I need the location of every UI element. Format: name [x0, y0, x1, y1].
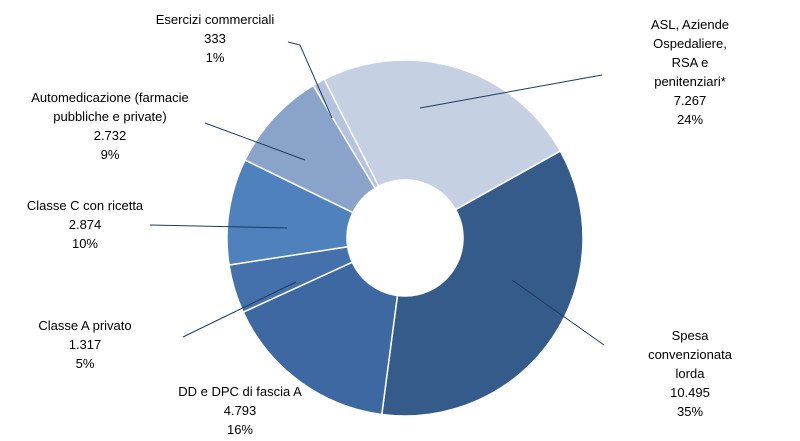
leader-line: [182, 281, 297, 338]
leader-line: [204, 122, 306, 161]
category-label: Classe A privato: [38, 318, 132, 333]
leader-line: [419, 74, 603, 109]
value-label: 10.495: [670, 385, 710, 400]
value-label: 16%: [226, 422, 254, 437]
category-label: Esercizi commerciali: [155, 12, 275, 27]
leader-line: [149, 224, 288, 229]
category-label: Spesa convenzionata lorda: [648, 328, 732, 381]
value-label: 7.267: [673, 93, 707, 108]
value-label: 2.874: [68, 217, 102, 232]
category-label: Classe C con ricetta: [26, 198, 144, 213]
slices: [226, 59, 584, 417]
value-label: 333: [204, 31, 226, 46]
value-label: 35%: [676, 404, 704, 419]
value-label: 24%: [676, 112, 704, 127]
slice-label: ASL, Aziende Ospedaliere, RSA e penitenz…: [635, 15, 745, 129]
category-label: DD e DPC di fascia A: [178, 384, 302, 399]
slice-label: Esercizi commerciali 333 1%: [156, 10, 274, 67]
category-label: ASL, Aziende Ospedaliere, RSA e penitenz…: [650, 17, 730, 89]
value-label: 4.793: [223, 403, 257, 418]
slice-label: Classe C con ricetta 2.874 10%: [27, 196, 143, 253]
leader-line: [511, 279, 605, 346]
value-label: 1%: [205, 50, 225, 65]
value-label: 5%: [75, 356, 95, 371]
slice-label: Classe A privato 1.317 5%: [38, 316, 131, 373]
value-label: 10%: [71, 236, 99, 251]
slice: [242, 261, 399, 416]
category-label: Automedicazione (farmacie pubbliche e pr…: [31, 90, 189, 124]
slice: [380, 150, 584, 417]
value-label: 9%: [100, 147, 120, 162]
slice: [323, 59, 562, 211]
value-label: 1.317: [68, 337, 102, 352]
slice-label: DD e DPC di fascia A 4.793 16%: [178, 382, 302, 439]
leader-line: [287, 41, 333, 119]
value-label: 2.732: [93, 128, 127, 143]
slice-label: Automedicazione (farmacie pubbliche e pr…: [31, 88, 189, 164]
slice-label: Spesa convenzionata lorda 10.495 35%: [635, 326, 745, 421]
